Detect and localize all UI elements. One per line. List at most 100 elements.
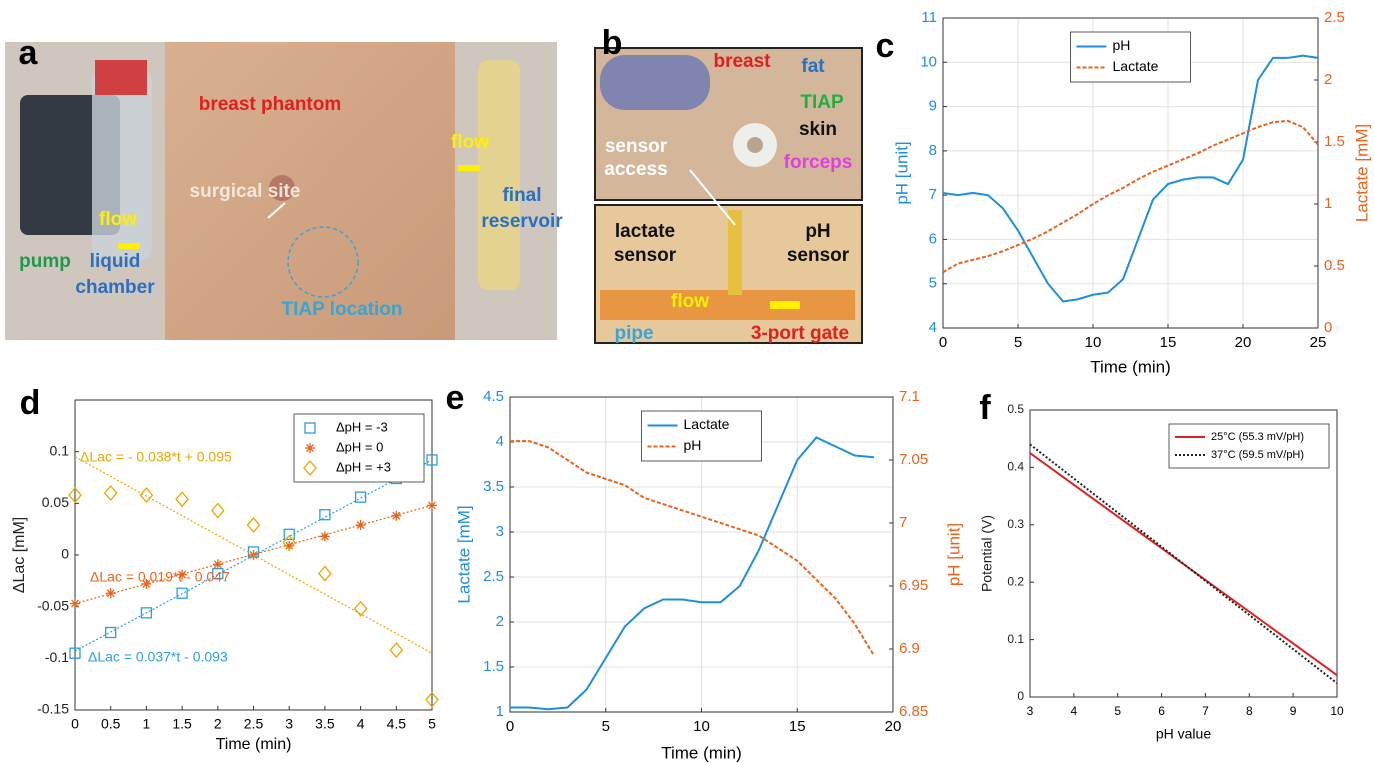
y-axis-label: pH [unit] <box>892 141 911 204</box>
y2-axis-label: pH [unit] <box>944 523 963 586</box>
point <box>249 550 259 560</box>
y2-tick-label: 2 <box>1324 71 1332 88</box>
y-tick-label: 5 <box>929 275 937 292</box>
y-axis-label: Potential (V) <box>979 515 995 592</box>
legend-label: Lactate <box>684 416 730 432</box>
x-tick-label: 4 <box>357 716 365 732</box>
panel-letter: a <box>19 34 39 72</box>
y-tick-label: 0.5 <box>1007 402 1024 416</box>
legend-label: ΔpH = -3 <box>336 419 388 434</box>
y-tick-label: 4 <box>496 433 504 450</box>
photo-annotation: forceps <box>784 152 853 173</box>
y-tick-label: 2.5 <box>483 568 504 585</box>
annotation: ΔLac = 0.037*t - 0.093 <box>88 649 228 665</box>
photo-annotation: pipe <box>614 323 653 344</box>
x-tick-label: 15 <box>1160 334 1177 351</box>
photo-annotation: pH <box>805 221 830 242</box>
chart: c0510152025456789101100.511.522.5Time (m… <box>876 9 1372 377</box>
y-tick-label: 0.2 <box>1007 574 1024 588</box>
legend-label: 37°C (59.5 mV/pH) <box>1211 449 1304 461</box>
photo-annotation: surgical site <box>190 181 301 202</box>
x-tick-label: 5 <box>1014 334 1022 351</box>
point <box>320 531 330 541</box>
photo-annotation: 3-port gate <box>751 323 849 344</box>
y2-tick-label: 2.5 <box>1324 9 1345 26</box>
point <box>106 588 116 598</box>
x-tick-label: 2.5 <box>244 716 264 732</box>
x-axis-label: Time (min) <box>216 736 292 753</box>
x-tick-label: 0 <box>939 334 947 351</box>
x-tick-label: 2 <box>214 716 222 732</box>
photo-annotation: sensor <box>605 136 668 157</box>
y-tick-label: -0.15 <box>37 701 69 717</box>
photo-annotation: reservoir <box>481 211 563 232</box>
panel-letter: d <box>20 384 41 422</box>
figure: c0510152025456789101100.511.522.5Time (m… <box>0 0 1374 763</box>
y-tick-label: 0 <box>1017 689 1024 703</box>
legend-label: ΔpH = 0 <box>336 439 383 454</box>
photo-annotation: flow <box>451 132 489 153</box>
x-tick-label: 10 <box>1330 704 1344 718</box>
photo-annotation: lactate <box>615 221 675 242</box>
y2-axis-label: Lactate [mM] <box>1352 124 1371 222</box>
x-tick-label: 25 <box>1310 334 1327 351</box>
legend-label: Lactate <box>1113 58 1159 74</box>
y-tick-label: 3 <box>496 523 504 540</box>
y-tick-label: 7 <box>929 186 937 203</box>
x-tick-label: 1.5 <box>172 716 192 732</box>
panel-letter: e <box>446 379 465 417</box>
y-tick-label: -0.1 <box>45 649 69 665</box>
photo-annotation: pump <box>19 251 71 272</box>
x-tick-label: 5 <box>428 716 436 732</box>
photo-annotation: skin <box>799 119 837 140</box>
y2-tick-label: 7.05 <box>899 451 928 468</box>
x-tick-label: 0 <box>71 716 79 732</box>
y-tick-label: 0.1 <box>50 442 70 458</box>
x-tick-label: 3.5 <box>315 716 335 732</box>
y-tick-label: 0.05 <box>42 494 69 510</box>
photo-annotation: access <box>604 159 667 180</box>
x-tick-label: 4 <box>1071 704 1078 718</box>
y-tick-label: 4.5 <box>483 388 504 405</box>
photo-annotation: fat <box>801 56 825 77</box>
x-tick-label: 20 <box>885 718 902 735</box>
y-tick-label: 0 <box>61 546 69 562</box>
y-tick-label: 1 <box>496 703 504 720</box>
y-axis-label: Lactate [mM] <box>454 505 473 603</box>
y2-tick-label: 1 <box>1324 195 1332 212</box>
y2-tick-label: 0 <box>1324 319 1332 336</box>
y-axis-label: ΔLac [mM] <box>11 517 28 593</box>
y-tick-label: 0.3 <box>1007 517 1024 531</box>
legend-label: 25°C (55.3 mV/pH) <box>1211 431 1304 443</box>
point <box>305 443 315 453</box>
x-tick-label: 6 <box>1158 704 1165 718</box>
legend-label: ΔpH = +3 <box>336 459 391 474</box>
y-tick-label: 2 <box>496 613 504 630</box>
y2-tick-label: 7 <box>899 514 907 531</box>
x-tick-label: 1 <box>143 716 151 732</box>
point <box>391 511 401 521</box>
x-tick-label: 9 <box>1290 704 1297 718</box>
y2-tick-label: 7.1 <box>899 388 920 405</box>
photo-annotation: breast <box>713 51 771 72</box>
x-tick-label: 10 <box>1085 334 1102 351</box>
legend-box <box>1071 32 1191 82</box>
y-tick-label: 4 <box>929 319 937 336</box>
y-tick-label: 11 <box>921 9 937 26</box>
photo-annotation: sensor <box>614 245 677 266</box>
x-tick-label: 0.5 <box>101 716 121 732</box>
x-tick-label: 7 <box>1202 704 1209 718</box>
photo-annotation: liquid <box>90 251 141 272</box>
chart: d00.511.522.533.544.55-0.15-0.1-0.0500.0… <box>11 384 438 753</box>
y-tick-label: 0.4 <box>1007 460 1024 474</box>
photo-annotation: final <box>502 185 541 206</box>
x-tick-label: 3 <box>1027 704 1034 718</box>
point <box>70 599 80 609</box>
annotation: ΔLac = 0.019*t - 0.047 <box>90 569 230 585</box>
photo-annotation: flow <box>99 209 137 230</box>
y-tick-label: 6 <box>929 230 937 247</box>
y-tick-label: 1.5 <box>483 658 504 675</box>
x-tick-label: 5 <box>602 718 610 735</box>
